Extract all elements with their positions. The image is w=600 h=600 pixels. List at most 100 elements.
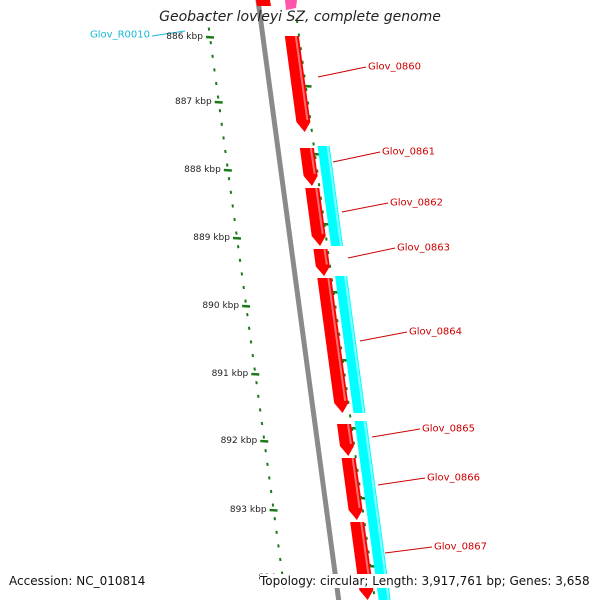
tick-dot xyxy=(326,251,330,255)
tick-dot xyxy=(328,264,332,268)
tick-dot xyxy=(269,489,273,494)
major-tick xyxy=(205,35,215,39)
gene-arrow-highlight xyxy=(347,423,352,445)
cds-bars xyxy=(317,145,391,600)
tick-dot xyxy=(317,183,321,187)
tick-dot xyxy=(257,394,260,398)
genome-backbone xyxy=(255,0,342,600)
tick-dot xyxy=(367,550,370,554)
tick-dot xyxy=(325,237,328,241)
tick-dot xyxy=(207,27,211,31)
tick-dot xyxy=(225,163,229,167)
tick-dot xyxy=(268,476,271,480)
tick-dot xyxy=(275,530,278,534)
tick-dot xyxy=(361,509,365,513)
gene-arrow-highlight xyxy=(323,248,328,265)
tick-dot xyxy=(301,60,304,64)
tick-dots-right xyxy=(295,19,377,595)
tick-label: 890 kbp xyxy=(202,301,240,311)
gene-label: Glov_0860 xyxy=(368,61,422,73)
tick-dot xyxy=(258,408,262,412)
major-tick xyxy=(242,304,251,308)
tick-dot xyxy=(343,373,346,377)
gene-label: Glov_0864 xyxy=(409,326,463,338)
label-leader xyxy=(384,546,433,554)
tick-dot xyxy=(299,47,302,51)
label-leader xyxy=(341,202,389,213)
tick-dot xyxy=(308,115,312,119)
tick-dot xyxy=(303,74,306,78)
gene-label: Glov_0861 xyxy=(382,146,436,158)
gene-label: Glov_0865 xyxy=(422,423,476,435)
tick-dot xyxy=(297,33,301,37)
accession-text: Accession: NC_010814 xyxy=(9,574,146,588)
gene-arrow xyxy=(284,36,311,132)
tick-dot xyxy=(233,217,236,222)
tick-dot xyxy=(227,177,231,181)
tick-dot xyxy=(315,169,319,173)
tick-dot xyxy=(347,400,350,404)
tick-dot xyxy=(306,101,310,105)
tick-dot xyxy=(238,258,242,262)
cds-bar-highlight xyxy=(326,145,343,247)
genome-summary: Topology: circular; Length: 3,917,761 bp… xyxy=(260,574,590,588)
tick-dot xyxy=(337,332,341,336)
gene-label: Glov_0863 xyxy=(397,242,451,254)
tick-dot xyxy=(295,19,299,24)
tick-dot xyxy=(218,109,222,113)
tick-dot xyxy=(305,87,308,92)
gene-arrow-highlight xyxy=(351,457,361,509)
gene-arrow xyxy=(256,0,271,6)
tick-dot xyxy=(249,340,253,344)
label-leaders xyxy=(151,30,433,554)
gene-label: Glov_0862 xyxy=(390,197,444,209)
tick-dot xyxy=(264,449,267,453)
tick-dot xyxy=(222,136,225,140)
tick-dot xyxy=(273,517,277,521)
tick-dot xyxy=(365,536,368,540)
tick-dot xyxy=(310,128,313,132)
gene-arrow-highlight xyxy=(327,277,347,402)
major-tick xyxy=(232,236,242,240)
major-tick xyxy=(223,168,232,172)
tick-dot xyxy=(348,414,352,418)
gene-label: Glov_0866 xyxy=(427,472,481,484)
tick-dot xyxy=(236,245,240,249)
tick-label: 886 kbp xyxy=(166,32,203,42)
tick-dot xyxy=(358,482,361,486)
tick-dot xyxy=(229,190,233,194)
label-leader xyxy=(359,331,408,342)
map-title: Geobacter lovleyi SZ, complete genome xyxy=(159,9,441,25)
tick-dot xyxy=(231,204,234,208)
tick-dot xyxy=(220,122,223,126)
tick-dot xyxy=(314,155,317,160)
major-tick xyxy=(214,100,223,104)
tick-dot xyxy=(251,353,255,358)
tick-label: 891 kbp xyxy=(211,369,249,379)
tick-dot xyxy=(277,544,280,548)
tick-dot xyxy=(352,441,356,445)
tick-dot xyxy=(339,346,343,350)
label-leader xyxy=(377,477,426,486)
label-leader xyxy=(317,66,367,78)
tick-dot xyxy=(330,278,334,282)
label-leader xyxy=(347,247,396,259)
tick-dot xyxy=(255,381,258,385)
major-tick xyxy=(251,372,260,376)
cds-bar-highlight xyxy=(344,275,365,414)
gene-arrow xyxy=(305,188,326,246)
tick-dots-left xyxy=(205,13,287,589)
tick-dot xyxy=(216,95,220,99)
tick-dot xyxy=(266,462,269,466)
tick-dot xyxy=(312,142,315,146)
tick-dot xyxy=(319,196,323,200)
trna-feature xyxy=(285,0,297,10)
tick-dot xyxy=(240,272,244,276)
gene-arrow xyxy=(336,424,354,456)
label-leader xyxy=(151,30,186,37)
tick-dot xyxy=(372,591,376,595)
label-leader xyxy=(332,151,381,163)
tick-dot xyxy=(215,81,218,86)
tick-dot xyxy=(224,149,227,154)
